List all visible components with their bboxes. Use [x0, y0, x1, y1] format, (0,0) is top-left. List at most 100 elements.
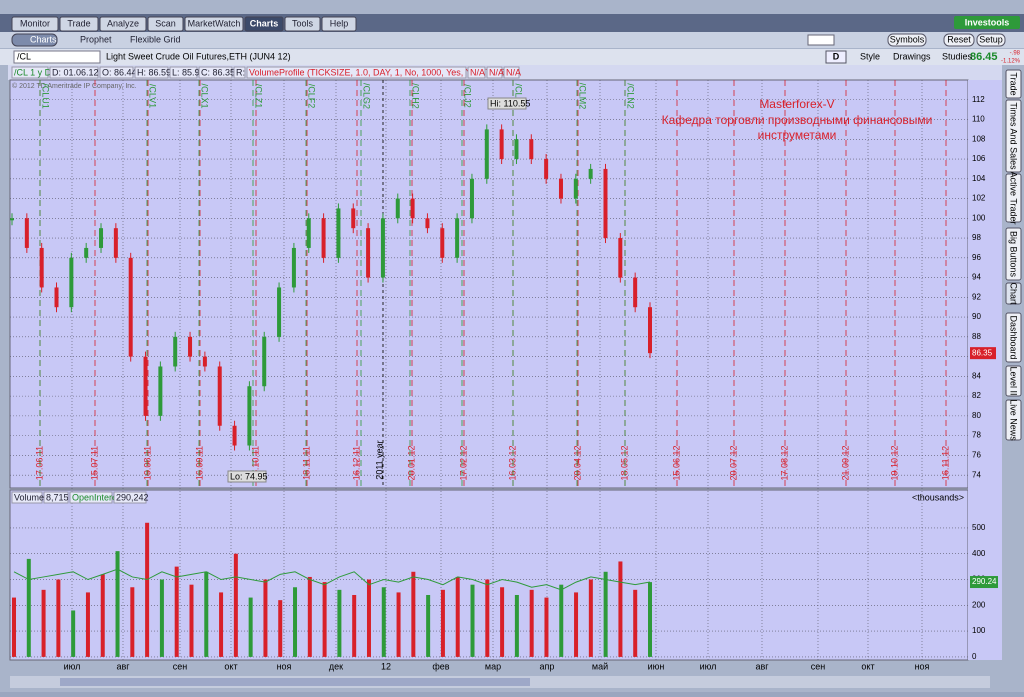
side-tab-label[interactable]: Active Trader — [1009, 171, 1019, 224]
side-tab[interactable] — [1005, 312, 1022, 363]
candle — [113, 228, 118, 258]
volume-bar — [514, 594, 519, 657]
tab-label[interactable]: Trade — [67, 18, 90, 28]
tab[interactable] — [59, 16, 99, 32]
info-text: /CL 1 y D — [14, 67, 52, 77]
y-tick-label: 200 — [972, 600, 986, 609]
volume-bar — [381, 587, 386, 657]
y-tick-label: 90 — [972, 312, 981, 321]
tab-label[interactable]: Scan — [155, 18, 176, 28]
side-tab-label[interactable]: Big Buttons — [1009, 231, 1019, 278]
date-label: 20.01.12 — [406, 445, 416, 480]
volume-bar — [159, 579, 164, 657]
tab[interactable] — [11, 16, 59, 32]
tab[interactable] — [321, 16, 357, 32]
tab-label[interactable]: Charts — [250, 18, 279, 28]
y-tick-label: 0 — [972, 652, 977, 661]
side-tab-label[interactable]: Times And Sales — [1009, 102, 1019, 170]
input-box[interactable] — [807, 34, 835, 46]
button[interactable] — [943, 33, 975, 47]
candle — [558, 178, 563, 199]
info-text: O: 86.44 — [102, 67, 137, 77]
tab[interactable] — [284, 16, 321, 32]
side-tab-label[interactable]: Level II — [1009, 366, 1019, 395]
legend-cell — [113, 491, 147, 504]
candle — [24, 218, 29, 248]
tab-label[interactable]: Analyze — [107, 18, 139, 28]
date-label: 16.11.12 — [940, 446, 950, 480]
subtab[interactable] — [11, 33, 58, 47]
side-tab[interactable] — [1005, 227, 1022, 281]
volume-bar — [485, 579, 490, 657]
tool[interactable]: Studies — [942, 51, 973, 61]
period-button[interactable] — [825, 50, 847, 64]
legend-cell — [11, 491, 43, 504]
brand-button[interactable] — [954, 16, 1020, 29]
tab-label[interactable]: Monitor — [20, 18, 50, 28]
x-tick-label: авг — [116, 661, 130, 671]
tab-label[interactable]: MarketWatch — [188, 18, 241, 28]
candle — [232, 425, 237, 446]
button[interactable] — [887, 33, 927, 47]
candle — [247, 386, 252, 446]
subtab-label[interactable]: Charts — [30, 34, 57, 44]
change-pct: -1.12% — [1001, 59, 1021, 65]
tab[interactable] — [184, 16, 244, 32]
y-tick-label: 80 — [972, 411, 981, 420]
volume-bar — [366, 579, 371, 657]
date-label: 16.12.11 — [351, 446, 361, 480]
side-tab[interactable] — [1005, 282, 1022, 305]
annotation: Masterforex-V — [759, 97, 834, 111]
candle — [69, 257, 74, 308]
tab-label[interactable]: Help — [330, 18, 349, 28]
side-tab[interactable] — [1005, 365, 1022, 397]
tab[interactable] — [99, 16, 147, 32]
symbol[interactable]: /CL — [17, 51, 31, 61]
lo-box — [227, 470, 267, 483]
oi-line — [13, 568, 651, 591]
side-tab[interactable] — [1005, 399, 1022, 441]
button-label[interactable]: Setup — [979, 34, 1003, 44]
tab-label[interactable]: Tools — [292, 18, 314, 28]
side-tab-label[interactable]: Live News — [1009, 399, 1019, 441]
candle — [514, 139, 519, 160]
volume-bar — [440, 589, 445, 657]
subtab-label[interactable]: Prophet — [80, 34, 112, 44]
tool[interactable]: Drawings — [893, 51, 931, 61]
lo-label: Lo: 74.95 — [230, 471, 268, 481]
y-tick-label: 106 — [972, 154, 986, 163]
tab[interactable] — [244, 16, 284, 32]
candle — [469, 178, 474, 219]
subtab-label[interactable]: Flexible Grid — [130, 34, 181, 44]
scroll-thumb[interactable] — [60, 678, 530, 686]
tool[interactable]: Style — [860, 51, 880, 61]
candle — [366, 228, 371, 278]
tab[interactable] — [147, 16, 184, 32]
x-tick-label: апр — [540, 661, 555, 671]
brand[interactable]: Investools — [965, 17, 1010, 27]
symbol-input[interactable] — [13, 50, 101, 64]
side-tab-label[interactable]: Dashboard — [1009, 315, 1019, 359]
info-text: C: 86.35 — [201, 67, 235, 77]
candle — [603, 168, 608, 239]
date-label: 21.09.12 — [840, 445, 850, 480]
x-tick-label: окт — [224, 661, 237, 671]
date-label: 17.08.12 — [779, 445, 789, 480]
y-tick-label: 82 — [972, 391, 981, 400]
candle — [351, 208, 356, 229]
side-tab-label[interactable]: Chart — [1009, 282, 1019, 305]
period[interactable]: D — [833, 51, 840, 61]
button-label[interactable]: Reset — [947, 34, 971, 44]
candle — [499, 129, 504, 160]
side-tab[interactable] — [1005, 99, 1022, 173]
info-cell — [11, 66, 49, 79]
side-tab[interactable] — [1005, 173, 1022, 223]
volume-bar — [204, 571, 209, 657]
candle — [544, 159, 549, 179]
candle — [380, 218, 385, 278]
y-tick-label: 500 — [972, 523, 986, 532]
button[interactable] — [976, 33, 1006, 47]
side-tab-label[interactable]: Trade — [1009, 72, 1019, 95]
side-tab[interactable] — [1005, 69, 1022, 99]
button-label[interactable]: Symbols — [890, 34, 925, 44]
